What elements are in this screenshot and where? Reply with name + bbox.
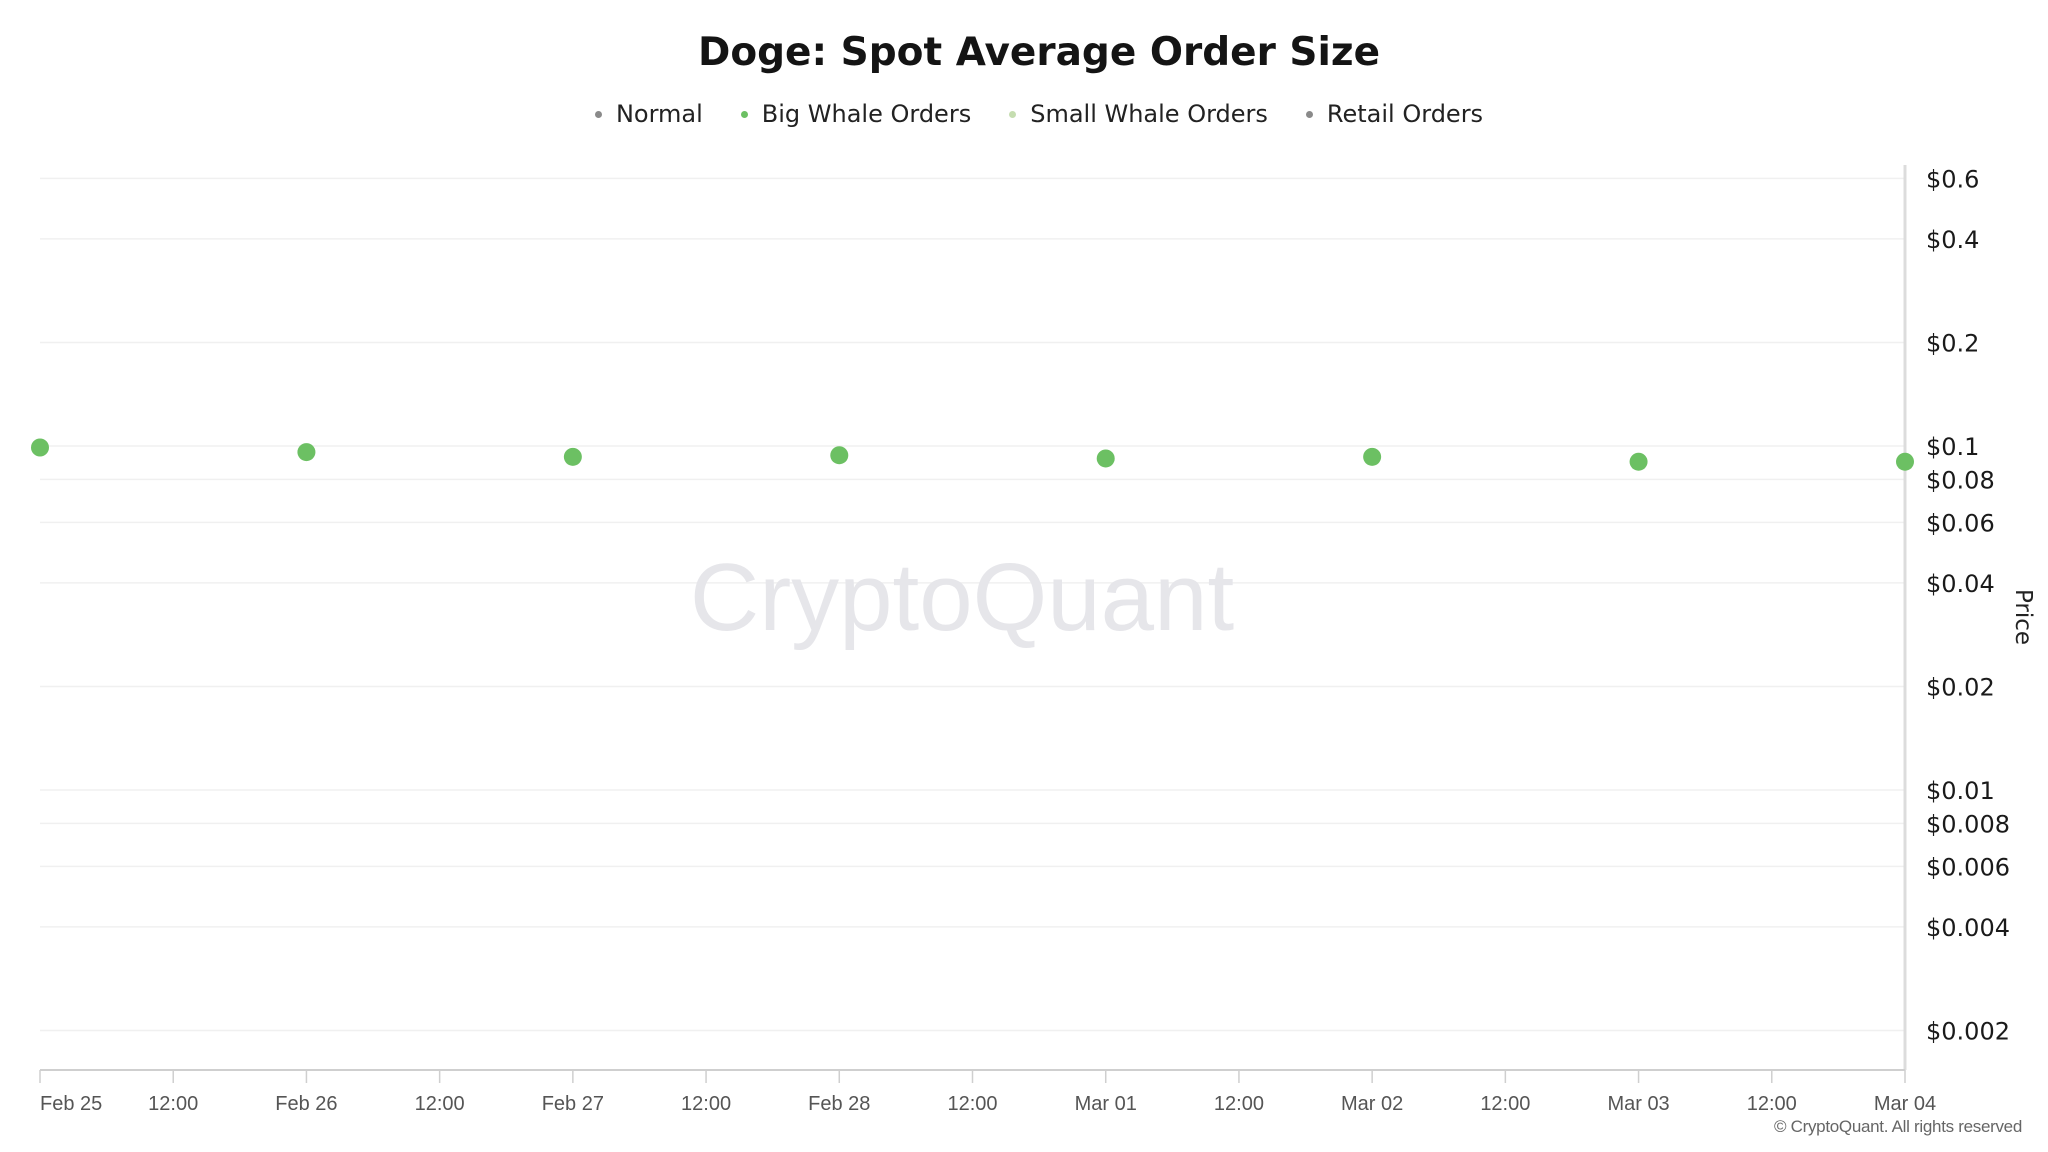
y-tick-label: $0.6 bbox=[1926, 165, 1979, 193]
legend-marker bbox=[740, 110, 748, 118]
y-axis-ticks: $0.6 $0.4 $0.2 $0.1 $0.08 $0.06 $0.04 $0.02 $0.0… bbox=[1926, 165, 2010, 1045]
legend-marker bbox=[1009, 110, 1017, 118]
data-point[interactable] bbox=[830, 446, 849, 465]
y-tick-label: $0.04 bbox=[1926, 570, 1995, 598]
x-axis-ticks: Feb 25 12:00 Feb 26 12:00 Feb 27 12:00 Feb 28 1… bbox=[39, 1070, 1936, 1115]
y-tick-label: $0.2 bbox=[1926, 329, 1979, 357]
data-point[interactable] bbox=[31, 438, 49, 457]
y-tick-label: $0.006 bbox=[1926, 853, 2010, 881]
y-tick-label: $0.008 bbox=[1926, 810, 2010, 838]
x-tick-label: Feb 28 bbox=[808, 1093, 870, 1115]
y-tick-label: $0.01 bbox=[1926, 777, 1995, 805]
data-point[interactable] bbox=[297, 443, 316, 462]
legend-item[interactable]: Big Whale Orders bbox=[740, 100, 972, 128]
legend-item[interactable]: Small Whale Orders bbox=[1009, 100, 1268, 128]
x-tick-label: 12:00 bbox=[1214, 1093, 1264, 1115]
legend-marker bbox=[594, 110, 602, 118]
y-tick-label: $0.4 bbox=[1926, 226, 1979, 254]
legend-marker bbox=[1305, 110, 1313, 118]
data-points bbox=[31, 438, 1914, 471]
legend-item[interactable]: Retail Orders bbox=[1305, 100, 1484, 128]
copyright-notice: © CryptoQuant. All rights reserved bbox=[1774, 1117, 2022, 1136]
data-point[interactable] bbox=[1896, 452, 1914, 471]
data-point[interactable] bbox=[563, 447, 582, 466]
y-tick-label: $0.004 bbox=[1926, 914, 2010, 942]
legend-label: Normal bbox=[615, 100, 703, 128]
y-tick-label: $0.1 bbox=[1926, 433, 1979, 461]
x-tick-label: Mar 02 bbox=[1341, 1093, 1403, 1115]
y-axis-title: Price bbox=[2010, 589, 2036, 645]
y-tick-label: $0.02 bbox=[1926, 673, 1995, 701]
x-tick-label: Mar 04 bbox=[1874, 1093, 1936, 1115]
x-tick-label: 12:00 bbox=[1747, 1093, 1797, 1115]
x-tick-label: 12:00 bbox=[1480, 1093, 1530, 1115]
y-tick-label: $0.08 bbox=[1926, 466, 1995, 494]
gridlines bbox=[40, 177, 1905, 1032]
legend-label: Retail Orders bbox=[1326, 100, 1484, 128]
x-tick-label: 12:00 bbox=[681, 1093, 731, 1115]
x-tick-label: 12:00 bbox=[947, 1093, 997, 1115]
data-point[interactable] bbox=[1363, 447, 1382, 466]
legend-label: Small Whale Orders bbox=[1030, 100, 1268, 128]
x-tick-label: Mar 01 bbox=[1075, 1093, 1137, 1115]
legend-label: Big Whale Orders bbox=[761, 100, 972, 128]
x-tick-label: 12:00 bbox=[415, 1093, 465, 1115]
watermark: CryptoQuant bbox=[690, 544, 1234, 651]
legend-item[interactable]: Normal bbox=[594, 100, 703, 128]
x-tick-label: 12:00 bbox=[148, 1093, 198, 1115]
data-point[interactable] bbox=[1096, 449, 1115, 468]
chart-title: Doge: Spot Average Order Size bbox=[697, 30, 1381, 75]
y-tick-label: $0.06 bbox=[1926, 509, 1995, 537]
x-tick-label: Mar 03 bbox=[1607, 1093, 1669, 1115]
data-point[interactable] bbox=[1629, 452, 1648, 471]
x-tick-label: Feb 27 bbox=[542, 1093, 604, 1115]
x-tick-label: Feb 26 bbox=[275, 1093, 337, 1115]
x-tick-label: Feb 25 bbox=[40, 1093, 102, 1115]
legend: Normal Big Whale Orders Small Whale Orders… bbox=[0, 100, 2048, 128]
y-tick-label: $0.002 bbox=[1926, 1017, 2010, 1045]
